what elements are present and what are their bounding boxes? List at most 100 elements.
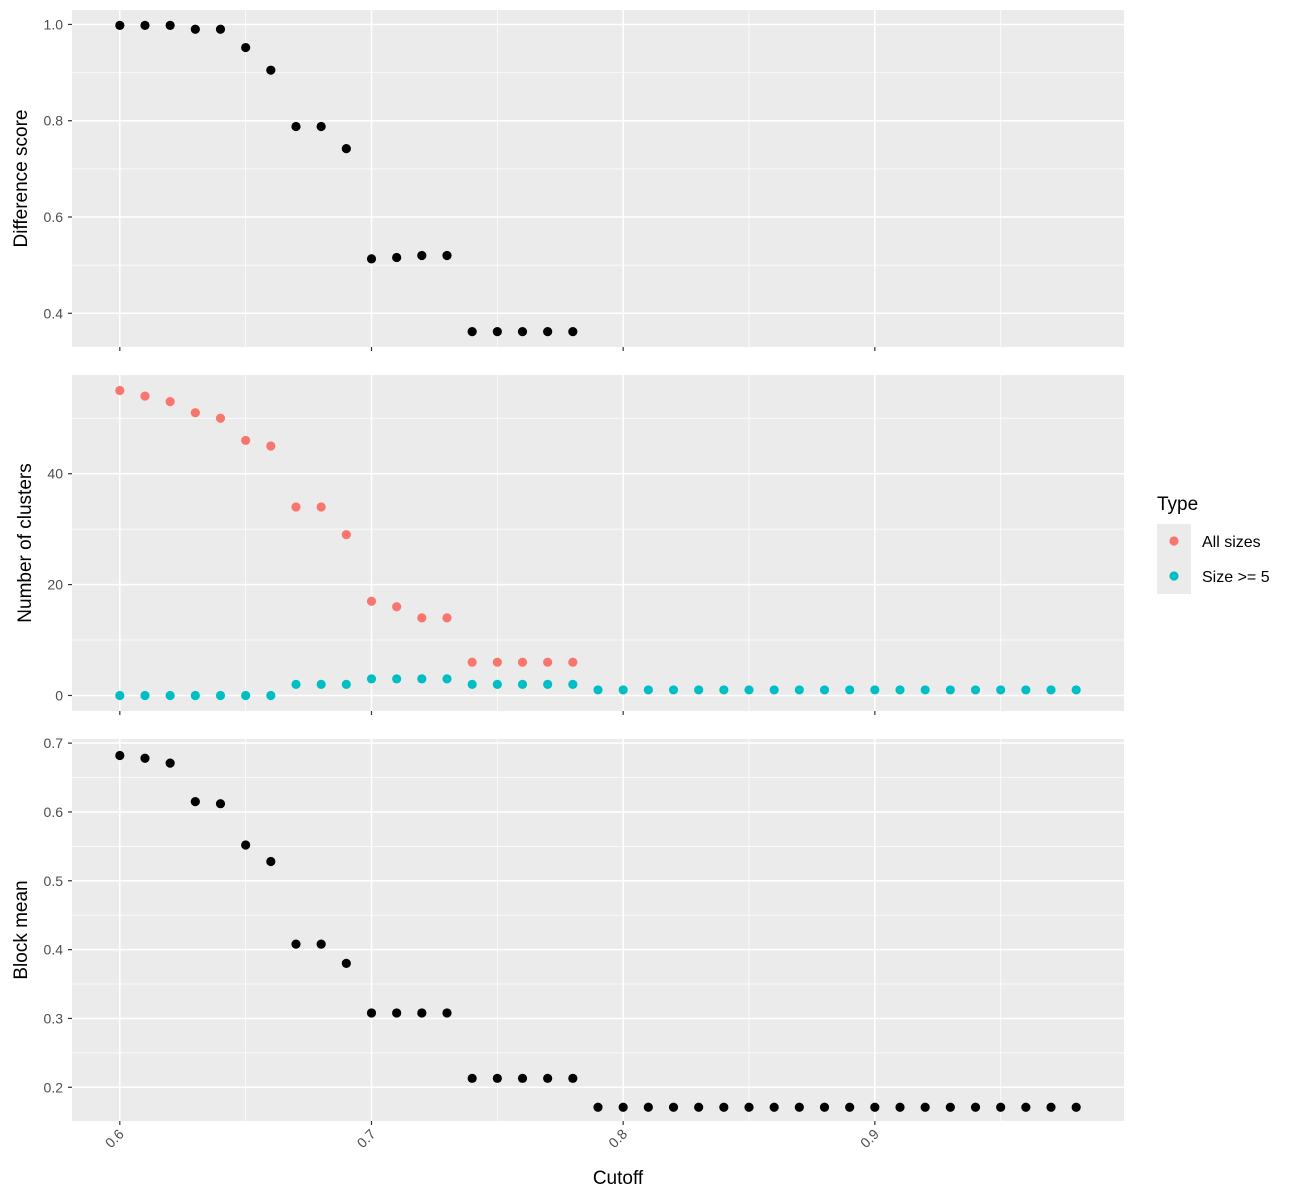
x-tick-label: 0.6 xyxy=(102,1126,127,1151)
point-size-5 xyxy=(694,685,704,695)
point-all-sizes xyxy=(442,613,452,623)
point-size-5 xyxy=(1021,685,1031,695)
y-axis-title: Difference score xyxy=(11,110,32,248)
point-size-5 xyxy=(744,685,754,695)
point-all-sizes xyxy=(266,441,276,451)
data-points xyxy=(115,750,1081,1112)
data-point xyxy=(140,753,150,763)
data-point xyxy=(442,250,452,261)
panel-grid xyxy=(72,10,1124,347)
data-point xyxy=(366,254,377,264)
data-point xyxy=(165,20,175,31)
y-tick-label: 0.3 xyxy=(44,1010,64,1026)
point-size-5 xyxy=(392,674,402,684)
point-all-sizes xyxy=(341,530,351,540)
point-size-5 xyxy=(241,690,251,701)
data-point xyxy=(190,797,200,807)
point-size-5 xyxy=(190,690,200,701)
panel-block-mean: 0.2 0.3 0.4 0.5 0.6 0.7 Block mean xyxy=(11,735,1124,1125)
data-point xyxy=(1071,1102,1081,1112)
panel-background xyxy=(72,10,1124,347)
data-point xyxy=(643,1102,653,1112)
panel-background xyxy=(72,739,1124,1121)
data-point xyxy=(417,1008,427,1018)
data-point xyxy=(467,1073,477,1083)
point-size-5 xyxy=(643,685,653,695)
data-point xyxy=(794,1102,804,1112)
point-all-sizes xyxy=(291,502,301,512)
point-size-5 xyxy=(140,690,150,701)
data-points xyxy=(115,20,578,337)
data-point xyxy=(392,1008,402,1018)
point-size-5 xyxy=(945,685,955,695)
point-size-5 xyxy=(618,685,628,695)
x-tick-label: 0.7 xyxy=(354,1126,379,1151)
data-point xyxy=(945,1102,955,1112)
y-tick-label: 0.4 xyxy=(44,305,64,321)
point-size-5 xyxy=(769,685,779,695)
y-tick-label: 20 xyxy=(47,577,63,593)
data-point xyxy=(215,24,226,34)
data-points xyxy=(115,385,1081,701)
point-size-5 xyxy=(442,674,452,684)
data-point xyxy=(266,856,276,867)
point-size-5 xyxy=(970,685,981,695)
y-tick-label: 0.4 xyxy=(44,942,64,958)
y-tick-label: 0 xyxy=(55,687,63,703)
x-tick-label: 0.9 xyxy=(857,1126,882,1151)
y-axis-ticks: 0 20 40 xyxy=(47,466,876,715)
data-point xyxy=(895,1102,905,1112)
data-point xyxy=(970,1102,981,1112)
point-size-5 xyxy=(1071,685,1081,695)
data-point xyxy=(1046,1102,1056,1112)
point-size-5 xyxy=(492,679,502,689)
point-size-5 xyxy=(668,685,679,695)
point-size-5 xyxy=(316,679,326,689)
data-point xyxy=(543,1073,553,1083)
data-point xyxy=(417,250,427,261)
point-all-sizes xyxy=(392,602,402,612)
data-point xyxy=(568,326,578,337)
point-size-5 xyxy=(366,674,377,684)
data-point xyxy=(190,24,200,34)
legend-item-label: Size >= 5 xyxy=(1202,569,1270,586)
y-tick-label: 40 xyxy=(47,466,63,482)
y-axis-title: Block mean xyxy=(11,880,32,979)
data-point xyxy=(517,1073,528,1083)
data-point xyxy=(291,939,301,949)
y-tick-label: 0.6 xyxy=(44,209,64,225)
data-point xyxy=(769,1102,779,1112)
data-point xyxy=(316,121,326,132)
point-size-5 xyxy=(895,685,905,695)
y-tick-label: 0.7 xyxy=(44,735,64,751)
y-tick-label: 1.0 xyxy=(44,16,64,32)
data-point xyxy=(341,958,351,968)
data-point xyxy=(492,1073,502,1083)
panel-number-of-clusters: 0 20 40 Number of clusters xyxy=(15,375,1124,715)
data-point xyxy=(291,121,301,132)
point-size-5 xyxy=(920,685,930,695)
point-all-sizes xyxy=(215,413,226,423)
data-point xyxy=(744,1102,754,1112)
point-size-5 xyxy=(543,679,553,689)
data-point xyxy=(316,939,326,949)
point-all-sizes xyxy=(241,435,251,446)
data-point xyxy=(870,1102,880,1112)
data-point xyxy=(165,758,175,768)
data-point xyxy=(241,42,251,53)
data-point xyxy=(467,326,477,337)
data-point xyxy=(568,1073,578,1083)
data-point xyxy=(593,1102,603,1112)
legend-item-label: All sizes xyxy=(1202,534,1261,551)
y-tick-label: 0.6 xyxy=(44,804,64,820)
point-all-sizes xyxy=(517,657,528,667)
point-all-sizes xyxy=(190,408,200,418)
point-size-5 xyxy=(341,679,351,689)
data-point xyxy=(694,1102,704,1112)
panel-background xyxy=(72,375,1124,711)
point-size-5 xyxy=(115,690,125,701)
data-point xyxy=(366,1008,377,1018)
point-size-5 xyxy=(568,679,578,689)
point-size-5 xyxy=(593,685,603,695)
